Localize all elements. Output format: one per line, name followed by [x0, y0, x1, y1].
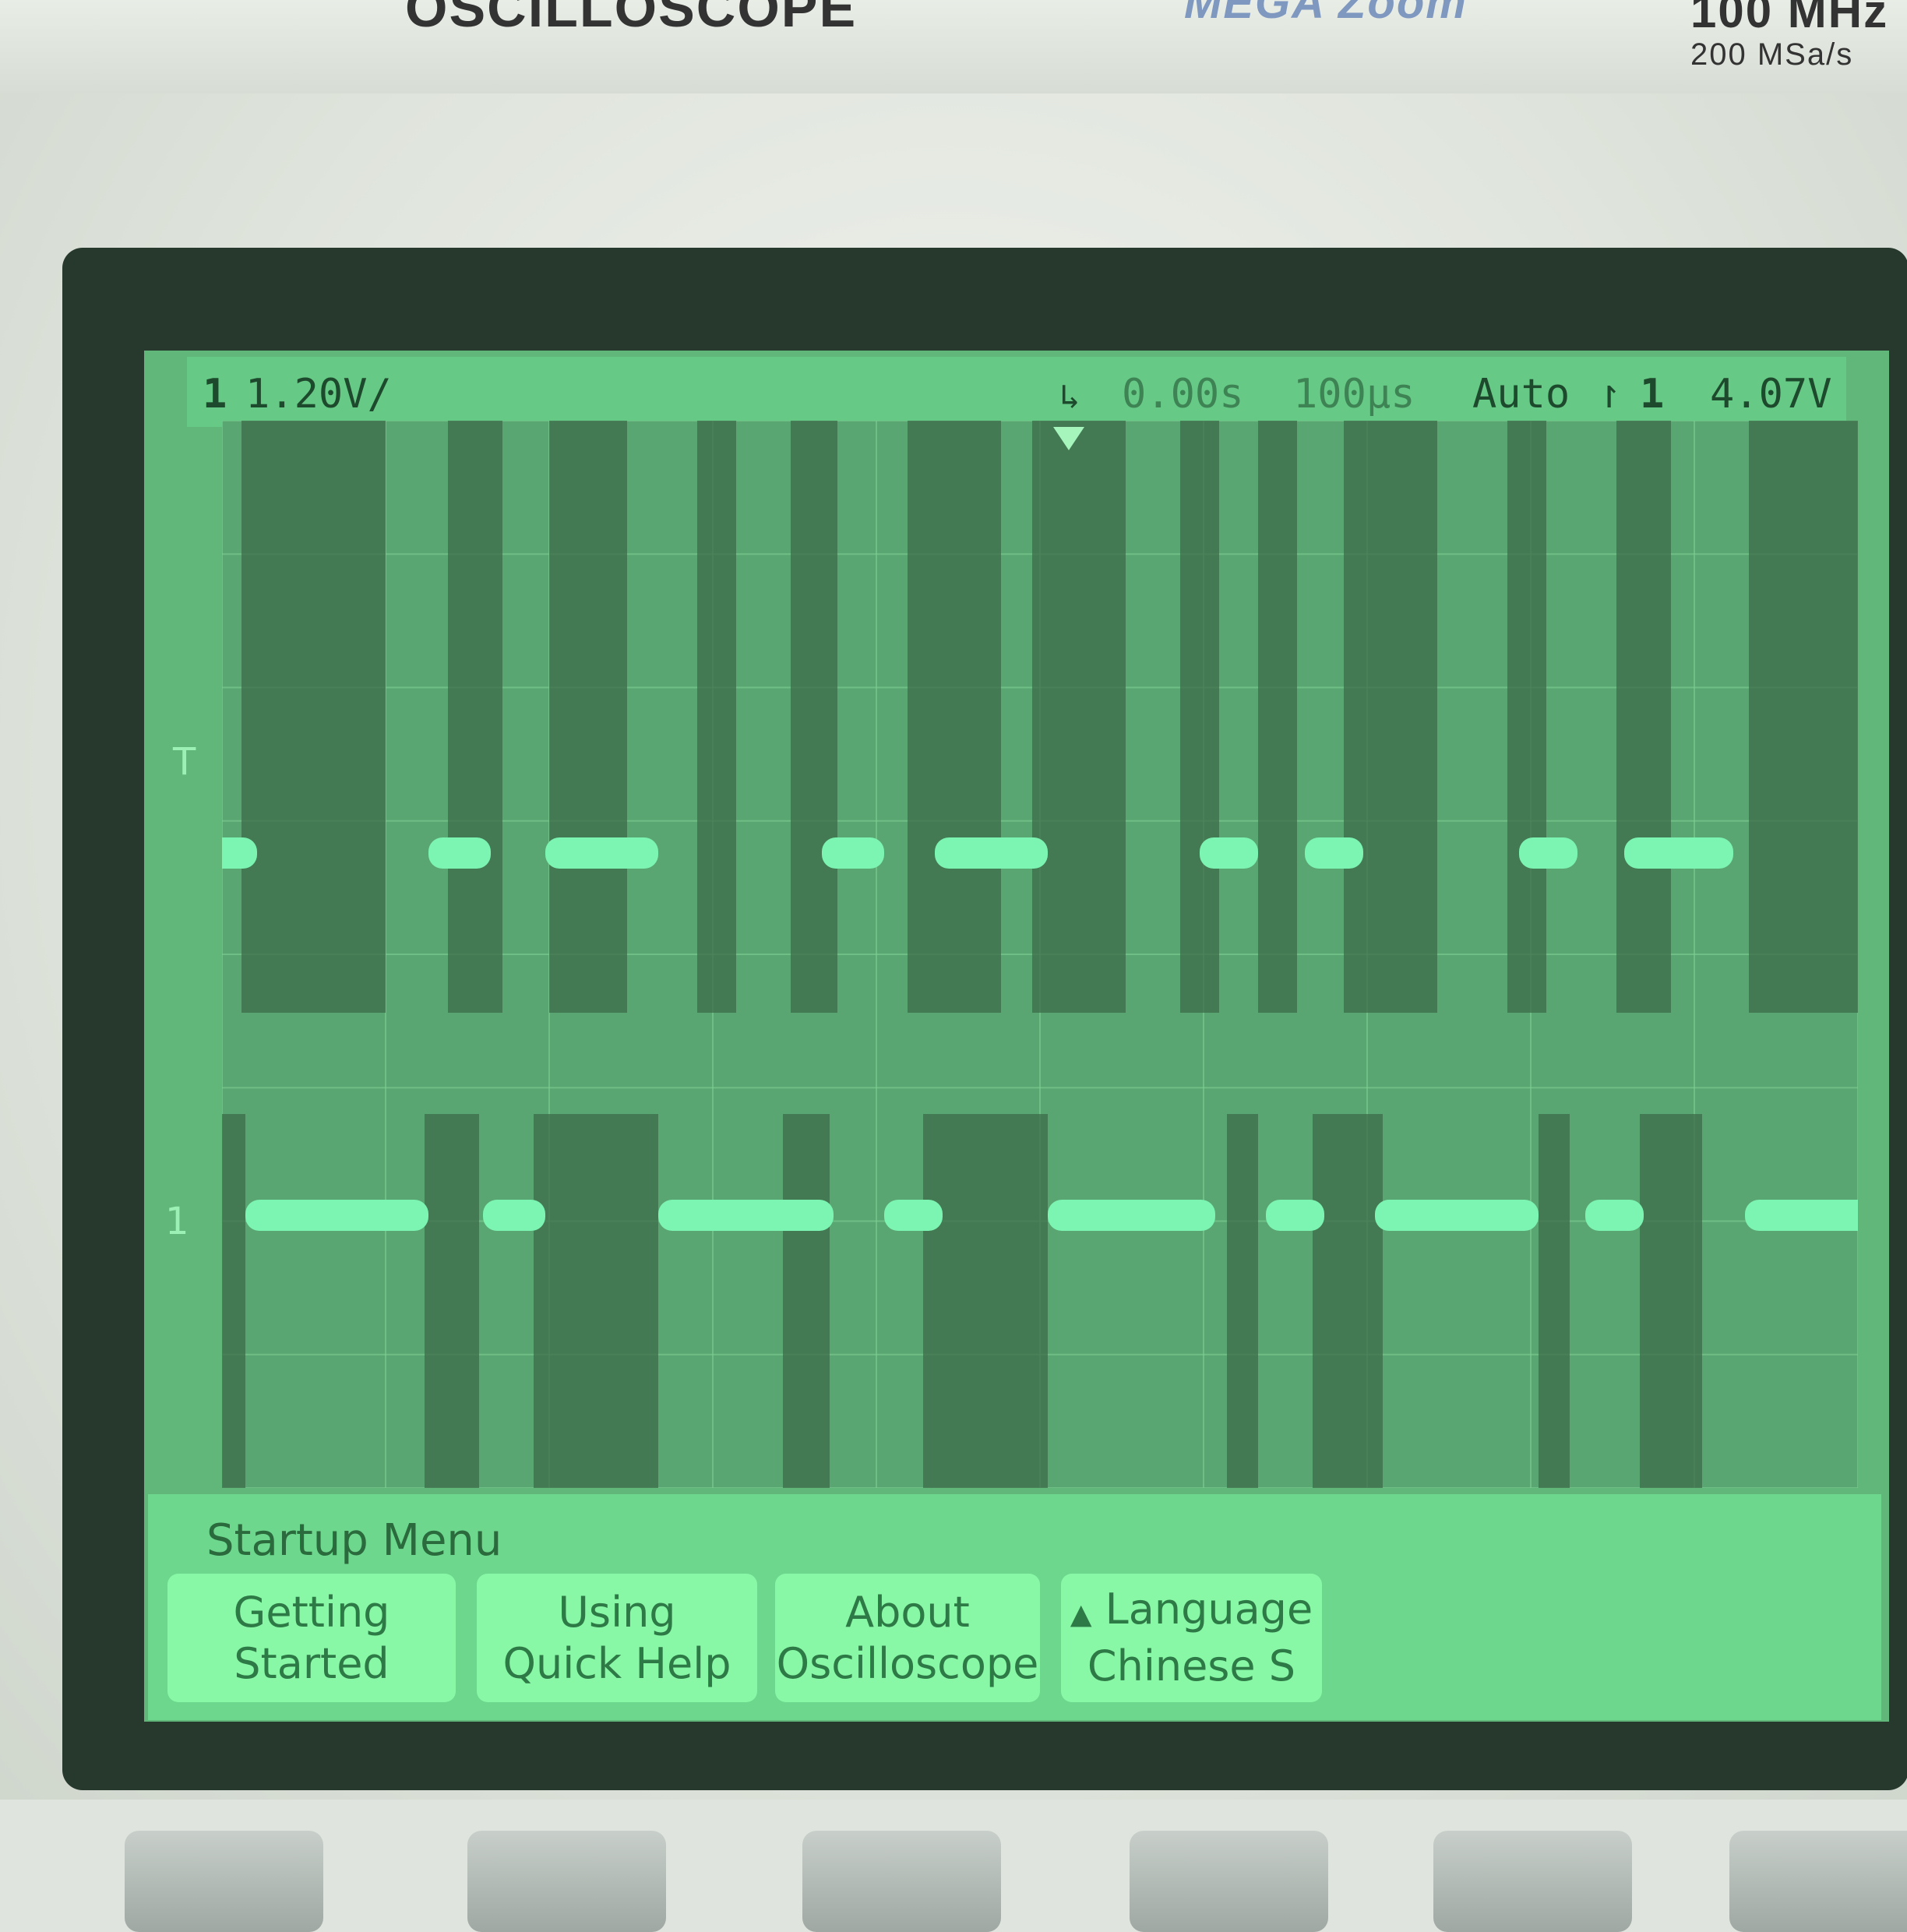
- softkey-hardware-button-2[interactable]: [467, 1831, 666, 1932]
- upper-signal-band: [697, 421, 736, 1013]
- getting-started-softkey[interactable]: Getting Started: [167, 1574, 456, 1702]
- trigger-position-marker: [1053, 427, 1084, 450]
- upper-signal-band: [549, 421, 627, 1013]
- lower-signal-band: [1539, 1114, 1570, 1488]
- model-label: OSCILLOSCOPE: [405, 0, 858, 38]
- lower-trace-segment: [1048, 1200, 1215, 1231]
- upper-signal-band: [908, 421, 1001, 1013]
- menu-title: Startup Menu: [206, 1515, 502, 1566]
- upper-trace-segment: [1624, 837, 1733, 869]
- horizontal-delay: 0.00s: [1122, 371, 1244, 418]
- lower-signal-band: [1640, 1114, 1702, 1488]
- brand-logo: MEGA Zoom: [1184, 0, 1468, 28]
- softkey-line2: Chinese S: [1087, 1641, 1296, 1690]
- lower-signal-band: [1227, 1114, 1258, 1488]
- lower-trace-segment: [658, 1200, 834, 1231]
- rising-edge-icon: ↾: [1597, 371, 1622, 418]
- using-quick-help-softkey[interactable]: Using Quick Help: [477, 1574, 757, 1702]
- status-bar: 1 1.20V/ ↳ 0.00s 100µs Auto ↾ 1 4.07V: [187, 357, 1846, 427]
- lower-signal-band: [1313, 1114, 1383, 1488]
- softkey-line1: About: [845, 1587, 970, 1637]
- softkey-line1: Using: [558, 1587, 676, 1637]
- upper-signal-band: [1507, 421, 1546, 1013]
- about-oscilloscope-softkey[interactable]: About Oscilloscope: [775, 1574, 1040, 1702]
- softkey-hardware-button-6[interactable]: [1729, 1831, 1907, 1932]
- upper-trace-segment: [935, 837, 1048, 869]
- bandwidth-label: 100 MHz: [1690, 0, 1889, 37]
- upper-trace-segment: [822, 837, 884, 869]
- front-panel-top: OSCILLOSCOPE MEGA Zoom 100 MHz 200 MSa/s: [0, 0, 1907, 93]
- upper-trace-segment: [545, 837, 658, 869]
- upper-signal-band: [241, 421, 386, 1013]
- lower-signal-band: [923, 1114, 1048, 1488]
- upper-signal-band: [791, 421, 837, 1013]
- volts-per-div: 1.20V/: [245, 371, 392, 418]
- trigger-level: 4.07V: [1710, 371, 1832, 418]
- upper-signal-band: [1344, 421, 1437, 1013]
- lower-trace-segment: [245, 1200, 428, 1231]
- trigger-mode: Auto: [1472, 371, 1570, 418]
- softkey-line1: Language: [1105, 1585, 1313, 1634]
- softkey-line2: Quick Help: [502, 1638, 731, 1688]
- time-reference-icon: ↳: [1059, 377, 1080, 417]
- channel-ground-marker: 1: [165, 1200, 189, 1243]
- lower-signal-band: [534, 1114, 658, 1488]
- upper-signal-band: [448, 421, 502, 1013]
- upper-signal-band: [1749, 421, 1858, 1013]
- upper-signal-band: [1180, 421, 1219, 1013]
- softkey-hardware-button-3[interactable]: [802, 1831, 1001, 1932]
- softkey-line2: Oscilloscope: [776, 1638, 1039, 1688]
- lower-trace-segment: [1745, 1200, 1858, 1231]
- sample-rate-label: 200 MSa/s: [1690, 37, 1854, 72]
- upper-trace-segment: [428, 837, 491, 869]
- waveform-svg: [222, 421, 1858, 1488]
- trigger-level-marker: T: [173, 740, 196, 784]
- upper-trace-segment: [1305, 837, 1363, 869]
- lower-trace-segment: [483, 1200, 545, 1231]
- softkey-line2: Started: [234, 1638, 390, 1688]
- channel-indicator: 1: [203, 371, 227, 418]
- lower-trace-segment: [1585, 1200, 1644, 1231]
- waveform-display: [222, 421, 1858, 1488]
- softkey-line1: Getting: [233, 1587, 390, 1637]
- upper-trace-segment: [222, 837, 257, 869]
- upper-trace-segment: [1200, 837, 1258, 869]
- time-per-div: 100µs: [1293, 371, 1415, 418]
- upper-signal-band: [1032, 421, 1126, 1013]
- softkey-hardware-button-5[interactable]: [1433, 1831, 1632, 1932]
- softkey-hardware-button-1[interactable]: [125, 1831, 323, 1932]
- softkey-hardware-button-4[interactable]: [1130, 1831, 1328, 1932]
- language-softkey[interactable]: ▲ Language Chinese S: [1061, 1574, 1322, 1702]
- lower-trace-segment: [884, 1200, 943, 1231]
- upper-trace-segment: [1519, 837, 1577, 869]
- lower-signal-band: [783, 1114, 830, 1488]
- upper-signal-band: [1258, 421, 1297, 1013]
- lower-signal-band: [425, 1114, 479, 1488]
- lower-trace-segment: [1266, 1200, 1324, 1231]
- lower-trace-segment: [1375, 1200, 1539, 1231]
- triangle-up-icon: ▲: [1070, 1599, 1092, 1631]
- trigger-source: 1: [1640, 371, 1665, 418]
- lower-signal-band: [222, 1114, 245, 1488]
- upper-signal-band: [1616, 421, 1671, 1013]
